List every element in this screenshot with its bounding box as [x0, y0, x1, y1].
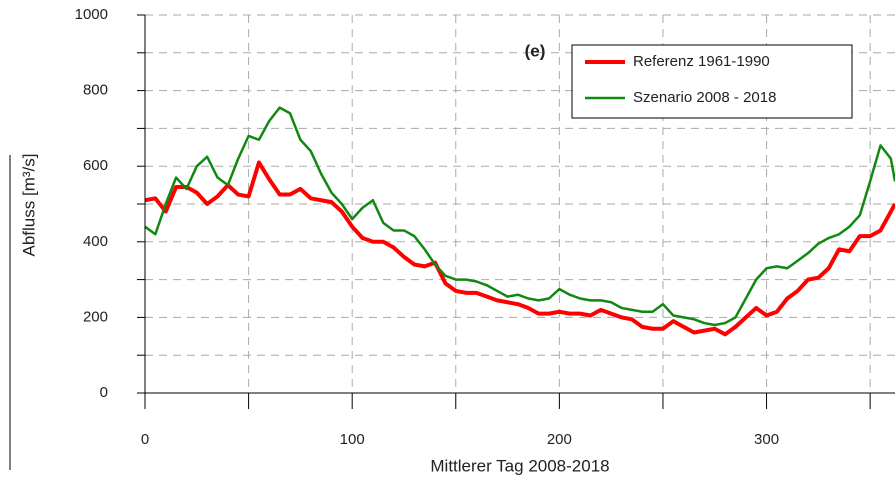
y-tick-label: 0 [100, 384, 108, 401]
annotation: (e) [525, 41, 546, 60]
x-axis-title: Mittlerer Tag 2008-2018 [430, 456, 609, 475]
y-tick-label: 600 [83, 157, 108, 174]
x-tick-label: 100 [340, 431, 365, 448]
y-tick-label: 200 [83, 308, 108, 325]
y-tick-label: 400 [83, 233, 108, 250]
legend-box [571, 44, 853, 119]
y-axis-title: Abfluss [m³/s] [19, 154, 38, 257]
data-line [144, 160, 895, 337]
x-tick-label: 200 [547, 431, 572, 448]
y-tick-label: 800 [83, 82, 108, 99]
legend-label: Szenario 2008 - 2018 [633, 89, 776, 106]
x-tick-label: 0 [141, 431, 149, 448]
x-tick-label: 300 [754, 431, 779, 448]
data-line [144, 106, 895, 327]
y-tick-label: 1000 [75, 6, 108, 23]
legend-label: Referenz 1961-1990 [633, 53, 770, 70]
